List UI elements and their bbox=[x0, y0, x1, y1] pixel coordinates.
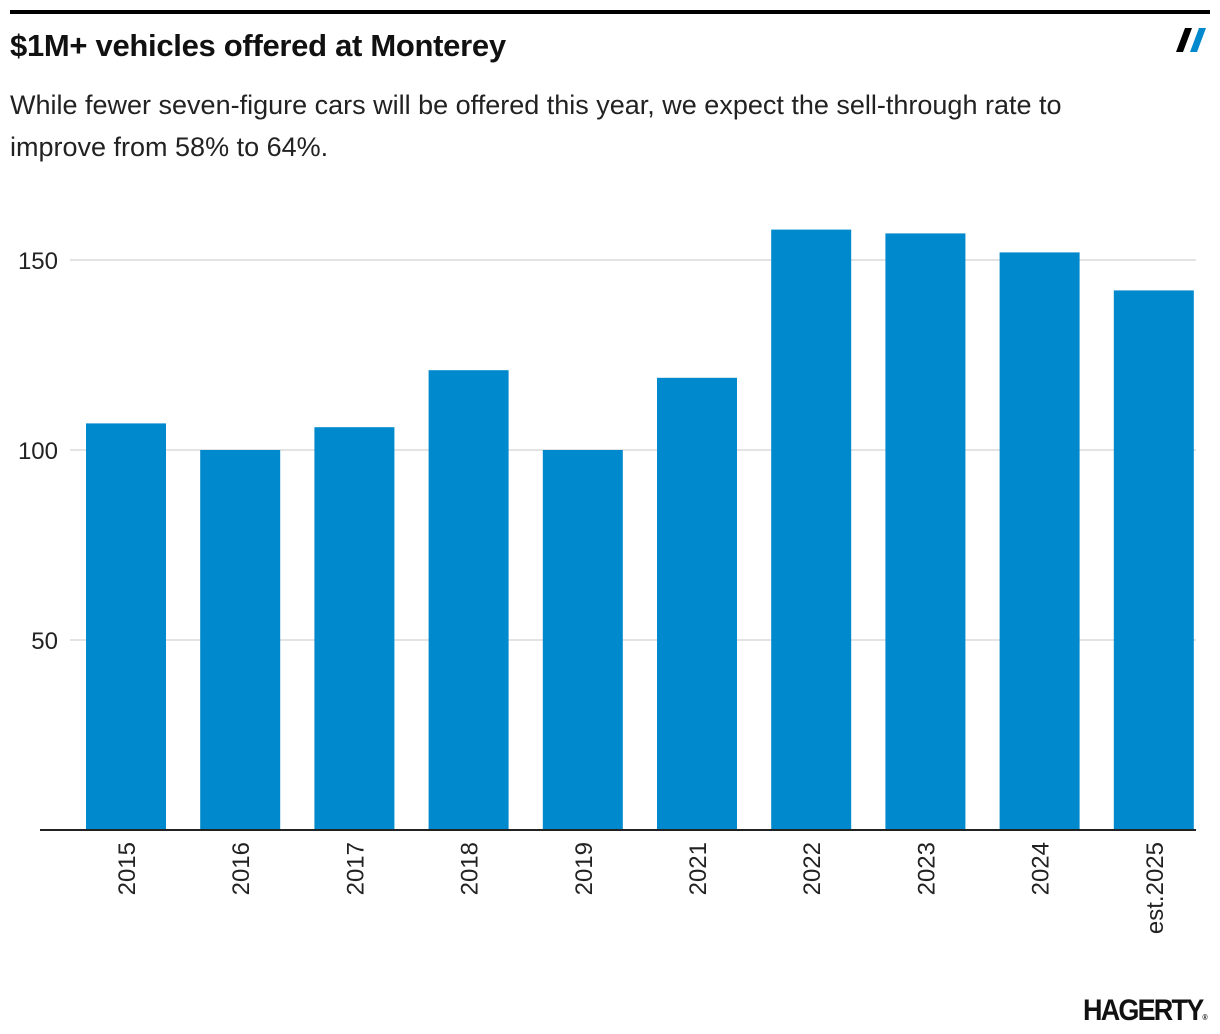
x-tick-label: 2024 bbox=[1028, 842, 1055, 895]
x-tick-label: 2018 bbox=[457, 842, 484, 895]
x-tick-label: 2015 bbox=[114, 842, 141, 895]
top-rule bbox=[10, 10, 1210, 14]
bar-2018 bbox=[428, 370, 509, 830]
bar-2019 bbox=[542, 450, 623, 830]
x-tick-label: 2016 bbox=[228, 842, 255, 895]
x-tick-label: 2019 bbox=[571, 842, 598, 895]
bar-2024 bbox=[999, 252, 1080, 830]
x-tick-label: est.2025 bbox=[1142, 842, 1169, 934]
x-tick-label: 2021 bbox=[685, 842, 712, 895]
x-tick-label: 2022 bbox=[799, 842, 826, 895]
x-tick-label: 2023 bbox=[913, 842, 940, 895]
bar-2017 bbox=[314, 427, 395, 830]
bar-2023 bbox=[885, 233, 966, 830]
bar-est.2025 bbox=[1113, 290, 1194, 830]
bar-2015 bbox=[86, 423, 166, 830]
y-tick-label: 50 bbox=[31, 628, 58, 655]
chart-title: $1M+ vehicles offered at Monterey bbox=[10, 28, 506, 63]
bar-2016 bbox=[200, 450, 281, 830]
y-tick-label: 150 bbox=[18, 248, 58, 275]
chart-subtitle: While fewer seven-figure cars will be of… bbox=[10, 90, 1062, 162]
double-slash-icon bbox=[1176, 28, 1206, 52]
bar-2021 bbox=[657, 377, 737, 830]
bar-2022 bbox=[771, 229, 852, 831]
y-tick-label: 100 bbox=[18, 438, 58, 465]
x-tick-label: 2017 bbox=[342, 842, 369, 895]
hagerty-logo: HAGERTY® bbox=[1083, 994, 1208, 1027]
